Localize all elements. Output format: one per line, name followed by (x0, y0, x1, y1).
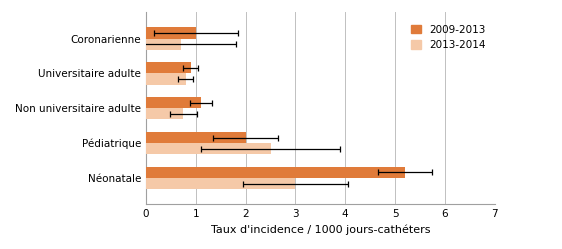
Bar (146, 178, 296, 189)
Bar (146, 73, 186, 85)
Bar (146, 167, 405, 178)
Bar (146, 108, 183, 120)
Bar (146, 143, 270, 154)
X-axis label: Taux d'incidence / 1000 jours-cathéters: Taux d'incidence / 1000 jours-cathéters (211, 225, 430, 235)
Bar (146, 97, 201, 108)
Bar (146, 132, 246, 143)
Bar (146, 39, 181, 50)
Bar (146, 62, 191, 73)
Bar (146, 27, 196, 39)
Legend: 2009-2013, 2013-2014: 2009-2013, 2013-2014 (408, 21, 490, 53)
